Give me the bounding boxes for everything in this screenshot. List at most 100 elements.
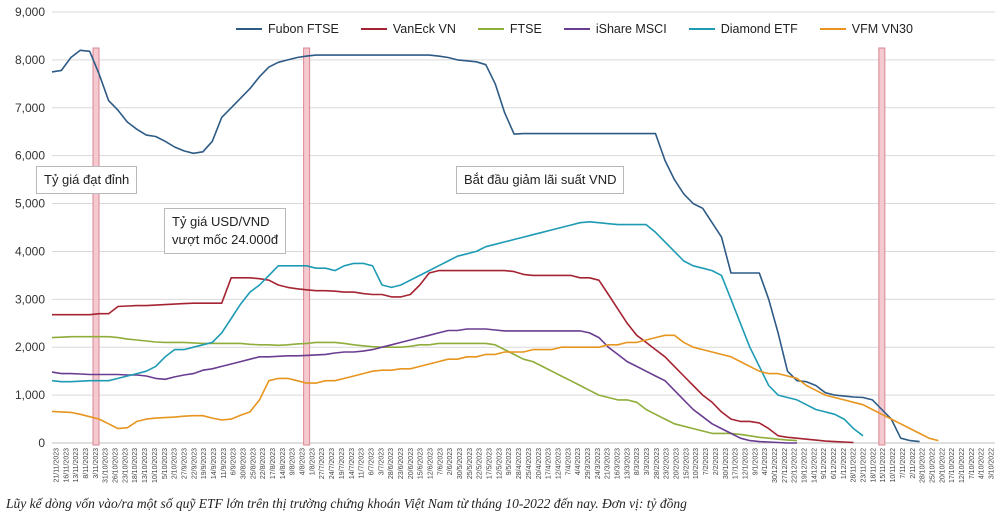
x-tick-label: 2/6/2023 [447, 448, 454, 475]
legend-item-fubon: Fubon FTSE [236, 22, 339, 36]
x-tick-label: 28/4/2023 [516, 448, 523, 479]
x-tick-label: 17/4/2023 [546, 448, 553, 479]
x-tick-label: 30/5/2023 [457, 448, 464, 479]
x-tick-label: 9/8/2023 [290, 448, 297, 475]
x-tick-label: 5/10/2023 [162, 448, 169, 479]
x-tick-label: 3/11/2023 [93, 448, 100, 479]
x-tick-label: 18/10/2023 [132, 448, 139, 483]
annotation-line: Bắt đầu giảm lãi suất VND [464, 172, 617, 187]
legend-label: VanEck VN [392, 22, 456, 36]
x-tick-label: 12/10/2022 [959, 448, 966, 483]
x-tick-label: 28/2/2023 [654, 448, 661, 479]
x-tick-label: 10/10/2023 [152, 448, 159, 483]
x-tick-label: 9/5/2023 [506, 448, 513, 475]
x-tick-label: 7/10/2022 [969, 448, 976, 479]
x-tick-label: 19/7/2023 [339, 448, 346, 479]
x-tick-label: 4/4/2023 [575, 448, 582, 475]
x-tick-label: 3/7/2023 [378, 448, 385, 475]
legend-item-ftse: FTSE [477, 22, 542, 36]
x-tick-label: 14/7/2023 [349, 448, 356, 479]
annotation-line: Tỷ giá USD/VND [172, 214, 270, 229]
x-tick-label: 21/3/2023 [605, 448, 612, 479]
x-tick-label: 6/7/2023 [368, 448, 375, 475]
x-tick-label: 3/3/2023 [644, 448, 651, 475]
y-tick-label: 9,000 [15, 5, 45, 19]
x-tick-label: 25/4/2023 [526, 448, 533, 479]
x-tick-label: 24/7/2023 [329, 448, 336, 479]
annotation-peak-rate: Tỷ giá đạt đỉnh [36, 166, 138, 194]
x-tick-label: 22/12/2022 [792, 448, 799, 483]
x-tick-label: 2/10/2023 [172, 448, 179, 479]
y-tick-label: 4,000 [15, 244, 45, 258]
legend-item-diamond: Diamond ETF [688, 22, 798, 36]
x-tick-label: 12/4/2023 [555, 448, 562, 479]
x-tick-label: 7/2/2023 [703, 448, 710, 475]
line-chart: 0 1,000 2,000 3,000 4,000 5,000 6,000 7,000 8,00… [15, 5, 996, 483]
y-tick-label: 8,000 [15, 53, 45, 67]
x-tick-label: 17/1/2023 [733, 448, 740, 479]
y-tick-label: 5,000 [15, 197, 45, 211]
x-tick-label: 22/9/2023 [191, 448, 198, 479]
legend-swatch [819, 28, 846, 30]
x-tick-label: 2/11/2022 [910, 448, 917, 479]
y-tick-label: 1,000 [15, 388, 45, 402]
x-tick-label: 7/6/2023 [437, 448, 444, 475]
y-tick-label: 2,000 [15, 340, 45, 354]
x-tick-label: 16/11/2023 [63, 448, 70, 483]
legend-label: FTSE [509, 22, 542, 36]
x-tick-label: 28/11/2022 [851, 448, 858, 483]
x-tick-label: 16/3/2023 [615, 448, 622, 479]
x-tick-label: 12/6/2023 [428, 448, 435, 479]
x-tick-label: 13/10/2023 [142, 448, 149, 483]
x-tick-label: 17/8/2023 [270, 448, 277, 479]
x-tick-label: 28/10/2022 [920, 448, 927, 483]
x-tick-label: 28/6/2023 [388, 448, 395, 479]
series-line-ishare-msci [51, 328, 797, 444]
x-tick-label: 13/11/2023 [73, 448, 80, 483]
x-tick-label: 31/10/2023 [103, 448, 110, 483]
x-tick-label: 6/9/2023 [231, 448, 238, 475]
x-tick-label: 27/9/2023 [181, 448, 188, 479]
x-tick-label: 11/7/2023 [359, 448, 366, 479]
x-tick-label: 8/3/2023 [634, 448, 641, 475]
x-tick-label: 22/5/2023 [477, 448, 484, 479]
series-line-vaneck-vn [52, 269, 854, 444]
y-tick-label: 0 [38, 436, 45, 450]
series-line-vfm-vn30 [51, 334, 939, 442]
event-marker-band [878, 47, 886, 446]
x-tick-label: 14/9/2023 [211, 448, 218, 479]
x-tick-label: 23/10/2023 [122, 448, 129, 483]
x-tick-label: 25/10/2022 [929, 448, 936, 483]
annotation-line: vượt mốc 24.000đ [172, 232, 279, 247]
series-line-diamond-etf [51, 221, 864, 437]
x-tick-label: 23/2/2023 [664, 448, 671, 479]
legend-item-ishare: iShare MSCI [563, 22, 667, 36]
x-tick-label: 2/2/2023 [713, 448, 720, 475]
x-tick-label: 24/3/2023 [595, 448, 602, 479]
legend-label: Fubon FTSE [268, 22, 339, 36]
x-tick-label: 19/9/2023 [201, 448, 208, 479]
x-tick-label: 1/12/2022 [841, 448, 848, 479]
x-tick-label: 7/4/2023 [565, 448, 572, 475]
x-tick-label: 17/5/2023 [487, 448, 494, 479]
x-tick-label: 14/8/2023 [280, 448, 287, 479]
y-tick-label: 6,000 [15, 149, 45, 163]
x-tick-label: 13/3/2023 [624, 448, 631, 479]
annotation-rate-cut: Bắt đầu giảm lãi suất VND [456, 166, 625, 194]
figure-caption: Lũy kế dòng vốn vào/ra một số quỹ ETF lớ… [6, 496, 687, 511]
x-tick-label: 27/12/2022 [782, 448, 789, 483]
x-tick-label: 15/11/2022 [880, 448, 887, 483]
annotation-usd-24000: Tỷ giá USD/VND vượt mốc 24.000đ [164, 208, 287, 254]
x-tick-label: 9/1/2023 [752, 448, 759, 475]
x-tick-label: 10/11/2022 [890, 448, 897, 483]
event-marker-band [303, 47, 311, 446]
x-tick-label: 15/2/2023 [683, 448, 690, 479]
x-tick-label: 25/8/2023 [250, 448, 257, 479]
x-tick-label: 20/6/2023 [408, 448, 415, 479]
x-tick-label: 21/11/2023 [54, 448, 61, 483]
annotation-line: Tỷ giá đạt đỉnh [44, 172, 130, 187]
legend-label: Diamond ETF [720, 22, 798, 36]
chart-legend: Fubon FTSE VanEck VN FTSE iShare MSCI Di… [236, 22, 935, 36]
legend-swatch [477, 28, 504, 30]
x-tick-label: 30/1/2023 [723, 448, 730, 479]
